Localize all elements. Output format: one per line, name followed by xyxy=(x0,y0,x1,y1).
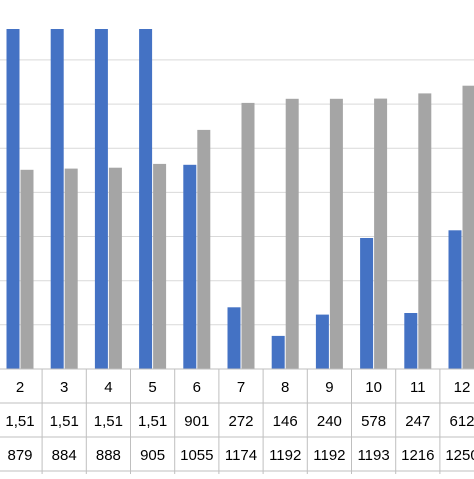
bar-series-2-cat-12 xyxy=(463,86,474,369)
bar-series-1-cat-8 xyxy=(272,336,285,369)
bar-series-1-cat-11 xyxy=(404,313,417,369)
category-label: 12 xyxy=(454,379,471,396)
bar-series-1-cat-7 xyxy=(228,307,241,369)
bars xyxy=(7,29,474,369)
bar-series-1-cat-10 xyxy=(360,238,373,369)
bar-series-1-cat-12 xyxy=(449,230,462,369)
bar-series-1-cat-9 xyxy=(316,315,329,369)
bar-series-1-cat-2 xyxy=(7,29,20,369)
bar-series-2-cat-2 xyxy=(21,170,34,369)
category-label: 7 xyxy=(237,379,245,396)
table-value-row-2: 884 xyxy=(52,447,77,464)
table-value-row-1: 1,51 xyxy=(94,413,123,430)
bar-series-1-cat-6 xyxy=(183,165,196,369)
bar-series-1-cat-3 xyxy=(51,29,64,369)
table-value-row-1: 901 xyxy=(184,413,209,430)
table-value-row-1: 272 xyxy=(228,413,253,430)
bar-series-2-cat-4 xyxy=(109,168,122,369)
category-label: 9 xyxy=(325,379,333,396)
category-label: 2 xyxy=(16,379,24,396)
table-value-row-2: 1216 xyxy=(401,447,434,464)
table-value-row-2: 1193 xyxy=(357,447,389,464)
category-label: 6 xyxy=(193,379,201,396)
table-value-row-2: 1192 xyxy=(269,447,301,464)
table-value-row-2: 1055 xyxy=(180,447,213,464)
category-label: 8 xyxy=(281,379,289,396)
table-value-row-1: 1,51 xyxy=(138,413,167,430)
table-value-row-1: 1,51 xyxy=(5,413,34,430)
table-value-row-2: 1250 xyxy=(445,447,474,464)
bar-series-2-cat-10 xyxy=(374,99,387,369)
bar-series-2-cat-7 xyxy=(242,103,255,369)
bar-series-1-cat-4 xyxy=(95,29,108,369)
data-table: 2 3 4 5 6 7 8 9 10 11 12 1,51 1,51 1,51 1,51 901 272 146 2… xyxy=(0,369,474,474)
category-label: 5 xyxy=(148,379,156,396)
category-label: 10 xyxy=(365,379,382,396)
bar-series-2-cat-5 xyxy=(153,164,166,369)
table-value-row-2: 905 xyxy=(140,447,165,464)
bar-series-2-cat-6 xyxy=(197,130,210,369)
bar-series-2-cat-11 xyxy=(418,93,431,369)
table-value-row-1: 1,51 xyxy=(50,413,79,430)
bar-series-2-cat-3 xyxy=(65,169,78,369)
table-value-row-1: 240 xyxy=(317,413,342,430)
category-label: 4 xyxy=(104,379,112,396)
table-value-row-2: 888 xyxy=(96,447,121,464)
table-value-row-1: 578 xyxy=(361,413,386,430)
bar-series-2-cat-9 xyxy=(330,99,343,369)
table-value-row-1: 612 xyxy=(449,413,474,430)
bar-series-1-cat-5 xyxy=(139,29,152,369)
table-value-row-2: 1174 xyxy=(225,447,257,464)
table-value-row-2: 1192 xyxy=(313,447,345,464)
category-label: 11 xyxy=(410,379,426,396)
table-value-row-1: 146 xyxy=(273,413,298,430)
table-value-row-2: 879 xyxy=(7,447,32,464)
category-label: 3 xyxy=(60,379,68,396)
bar-series-2-cat-8 xyxy=(286,99,299,369)
table-value-row-1: 247 xyxy=(405,413,430,430)
